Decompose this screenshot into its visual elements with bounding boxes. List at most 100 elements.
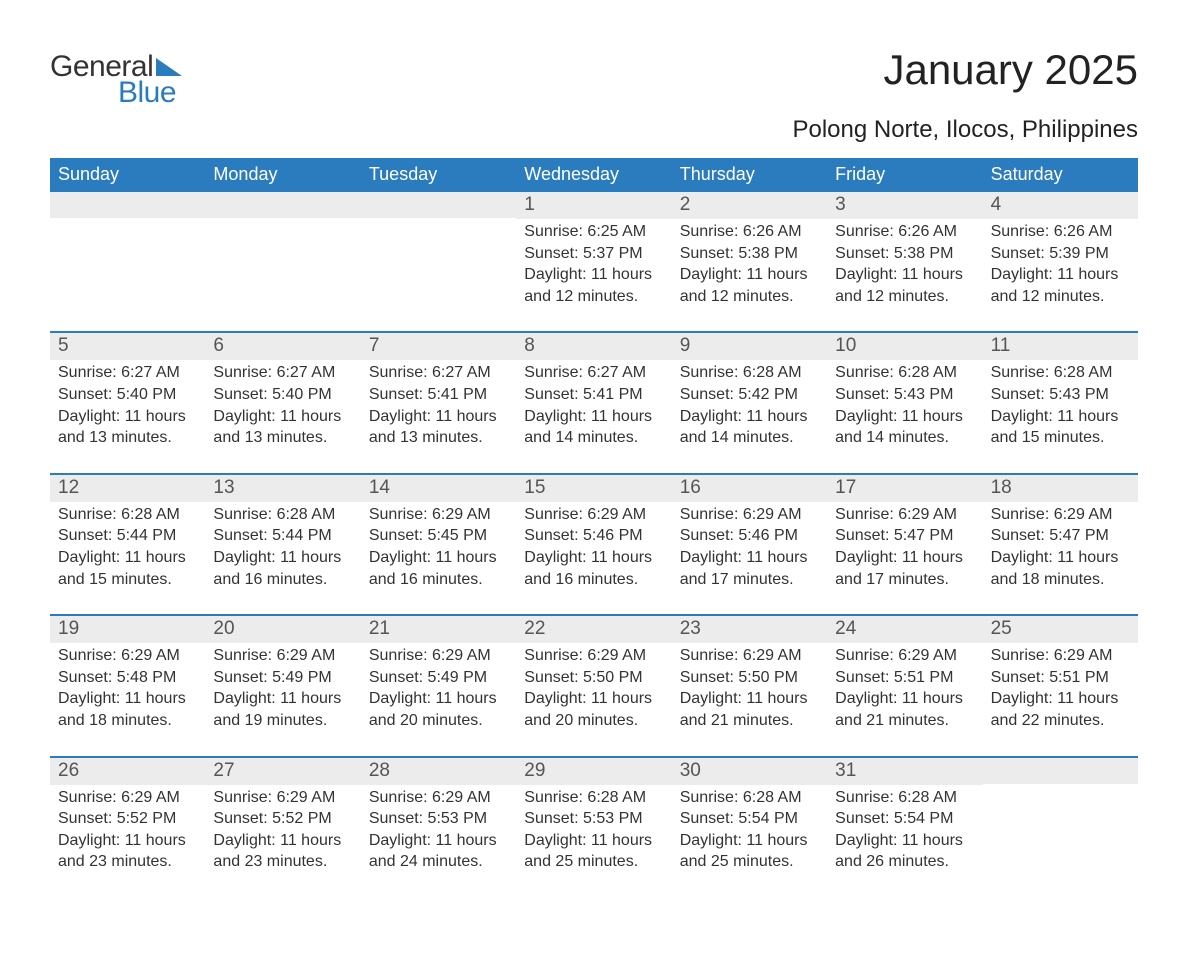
logo: General Blue xyxy=(50,40,182,110)
daylight-line: Daylight: 11 hours and 17 minutes. xyxy=(680,547,819,590)
day-number-row: 5 xyxy=(50,333,205,360)
daylight-line: Daylight: 11 hours and 18 minutes. xyxy=(58,688,197,731)
day-body: Sunrise: 6:28 AMSunset: 5:53 PMDaylight:… xyxy=(524,785,663,873)
day-body: Sunrise: 6:28 AMSunset: 5:43 PMDaylight:… xyxy=(835,360,974,448)
header: General Blue January 2025 xyxy=(50,40,1138,110)
sunrise-line: Sunrise: 6:28 AM xyxy=(58,504,197,526)
daylight-line: Daylight: 11 hours and 14 minutes. xyxy=(524,406,663,449)
calendar-day-cell xyxy=(205,192,360,331)
day-number: 23 xyxy=(680,618,701,639)
sunrise-line: Sunrise: 6:29 AM xyxy=(369,787,508,809)
weekday-header: Sunday xyxy=(50,158,205,192)
calendar-day-cell: 2Sunrise: 6:26 AMSunset: 5:38 PMDaylight… xyxy=(672,192,827,331)
day-body: Sunrise: 6:25 AMSunset: 5:37 PMDaylight:… xyxy=(524,219,663,307)
daylight-line: Daylight: 11 hours and 20 minutes. xyxy=(369,688,508,731)
day-number: 28 xyxy=(369,760,390,781)
sunset-line: Sunset: 5:46 PM xyxy=(524,525,663,547)
sunset-line: Sunset: 5:40 PM xyxy=(58,384,197,406)
sunset-line: Sunset: 5:41 PM xyxy=(369,384,508,406)
calendar-week: 26Sunrise: 6:29 AMSunset: 5:52 PMDayligh… xyxy=(50,756,1138,897)
day-body: Sunrise: 6:28 AMSunset: 5:44 PMDaylight:… xyxy=(213,502,352,590)
day-number: 5 xyxy=(58,335,69,356)
daylight-line: Daylight: 11 hours and 14 minutes. xyxy=(680,406,819,449)
weekday-header: Thursday xyxy=(672,158,827,192)
calendar-day-cell: 11Sunrise: 6:28 AMSunset: 5:43 PMDayligh… xyxy=(983,333,1138,472)
sunset-line: Sunset: 5:48 PM xyxy=(58,667,197,689)
day-body: Sunrise: 6:29 AMSunset: 5:51 PMDaylight:… xyxy=(991,643,1130,731)
sunrise-line: Sunrise: 6:27 AM xyxy=(369,362,508,384)
day-number: 24 xyxy=(835,618,856,639)
weekday-header-row: Sunday Monday Tuesday Wednesday Thursday… xyxy=(50,158,1138,192)
calendar-day-cell: 25Sunrise: 6:29 AMSunset: 5:51 PMDayligh… xyxy=(983,616,1138,755)
sunrise-line: Sunrise: 6:29 AM xyxy=(835,504,974,526)
day-number-row: 16 xyxy=(672,475,827,502)
calendar-day-cell: 12Sunrise: 6:28 AMSunset: 5:44 PMDayligh… xyxy=(50,475,205,614)
sunrise-line: Sunrise: 6:27 AM xyxy=(58,362,197,384)
day-number: 7 xyxy=(369,335,380,356)
day-number-row: 26 xyxy=(50,758,205,785)
sunset-line: Sunset: 5:53 PM xyxy=(369,808,508,830)
empty-day-header xyxy=(983,758,1138,784)
day-number-row: 4 xyxy=(983,192,1138,219)
page-title: January 2025 xyxy=(883,46,1138,94)
sunrise-line: Sunrise: 6:26 AM xyxy=(991,221,1130,243)
calendar-day-cell: 24 Sunrise: 6:29 AMSunset: 5:51 PMDayligh… xyxy=(827,616,982,755)
day-body: Sunrise: 6:29 AMSunset: 5:51 PMDaylight:… xyxy=(835,643,974,731)
sunset-line: Sunset: 5:38 PM xyxy=(835,243,974,265)
day-number: 20 xyxy=(213,618,234,639)
day-number: 3 xyxy=(835,194,846,215)
day-number: 4 xyxy=(991,194,1002,215)
daylight-line: Daylight: 11 hours and 15 minutes. xyxy=(58,547,197,590)
daylight-line: Daylight: 11 hours and 16 minutes. xyxy=(524,547,663,590)
sunrise-line: Sunrise: 6:29 AM xyxy=(58,645,197,667)
day-body: Sunrise: 6:29 AMSunset: 5:50 PMDaylight:… xyxy=(524,643,663,731)
sunrise-line: Sunrise: 6:28 AM xyxy=(835,787,974,809)
day-number-row: 30 xyxy=(672,758,827,785)
day-body: Sunrise: 6:29 AMSunset: 5:53 PMDaylight:… xyxy=(369,785,508,873)
day-number: 13 xyxy=(213,477,234,498)
logo-triangle-icon xyxy=(156,58,182,76)
day-number-row: 13 xyxy=(205,475,360,502)
daylight-line: Daylight: 11 hours and 23 minutes. xyxy=(58,830,197,873)
daylight-line: Daylight: 11 hours and 12 minutes. xyxy=(991,264,1130,307)
calendar-day-cell: 23Sunrise: 6:29 AMSunset: 5:50 PMDayligh… xyxy=(672,616,827,755)
weekday-header: Friday xyxy=(827,158,982,192)
daylight-line: Daylight: 11 hours and 24 minutes. xyxy=(369,830,508,873)
calendar-day-cell: 30Sunrise: 6:28 AMSunset: 5:54 PMDayligh… xyxy=(672,758,827,897)
day-body: Sunrise: 6:29 AMSunset: 5:47 PMDaylight:… xyxy=(991,502,1130,590)
day-number: 8 xyxy=(524,335,535,356)
sunset-line: Sunset: 5:38 PM xyxy=(680,243,819,265)
day-number-row: 3 xyxy=(827,192,982,219)
sunset-line: Sunset: 5:52 PM xyxy=(213,808,352,830)
day-number: 2 xyxy=(680,194,691,215)
sunset-line: Sunset: 5:54 PM xyxy=(680,808,819,830)
daylight-line: Daylight: 11 hours and 12 minutes. xyxy=(835,264,974,307)
daylight-line: Daylight: 11 hours and 26 minutes. xyxy=(835,830,974,873)
calendar-day-cell: 14Sunrise: 6:29 AMSunset: 5:45 PMDayligh… xyxy=(361,475,516,614)
daylight-line: Daylight: 11 hours and 12 minutes. xyxy=(680,264,819,307)
day-body: Sunrise: 6:29 AMSunset: 5:52 PMDaylight:… xyxy=(213,785,352,873)
day-body: Sunrise: 6:26 AMSunset: 5:39 PMDaylight:… xyxy=(991,219,1130,307)
sunrise-line: Sunrise: 6:27 AM xyxy=(213,362,352,384)
day-number: 17 xyxy=(835,477,856,498)
sunset-line: Sunset: 5:49 PM xyxy=(369,667,508,689)
day-body: Sunrise: 6:29 AMSunset: 5:52 PMDaylight:… xyxy=(58,785,197,873)
sunrise-line: Sunrise: 6:29 AM xyxy=(991,645,1130,667)
calendar-day-cell: 13 Sunrise: 6:28 AMSunset: 5:44 PMDayligh… xyxy=(205,475,360,614)
sunset-line: Sunset: 5:41 PM xyxy=(524,384,663,406)
sunrise-line: Sunrise: 6:29 AM xyxy=(680,645,819,667)
daylight-line: Daylight: 11 hours and 21 minutes. xyxy=(680,688,819,731)
calendar-day-cell: 6Sunrise: 6:27 AMSunset: 5:40 PMDaylight… xyxy=(205,333,360,472)
day-number: 27 xyxy=(213,760,234,781)
day-number-row: 9 xyxy=(672,333,827,360)
day-number-row: 11 xyxy=(983,333,1138,360)
calendar-day-cell: 29Sunrise: 6:28 AMSunset: 5:53 PMDayligh… xyxy=(516,758,671,897)
daylight-line: Daylight: 11 hours and 14 minutes. xyxy=(835,406,974,449)
sunset-line: Sunset: 5:50 PM xyxy=(524,667,663,689)
sunrise-line: Sunrise: 6:27 AM xyxy=(524,362,663,384)
day-body: Sunrise: 6:27 AMSunset: 5:40 PMDaylight:… xyxy=(58,360,197,448)
sunset-line: Sunset: 5:47 PM xyxy=(835,525,974,547)
day-body: Sunrise: 6:28 AMSunset: 5:42 PMDaylight:… xyxy=(680,360,819,448)
daylight-line: Daylight: 11 hours and 25 minutes. xyxy=(680,830,819,873)
daylight-line: Daylight: 11 hours and 13 minutes. xyxy=(369,406,508,449)
